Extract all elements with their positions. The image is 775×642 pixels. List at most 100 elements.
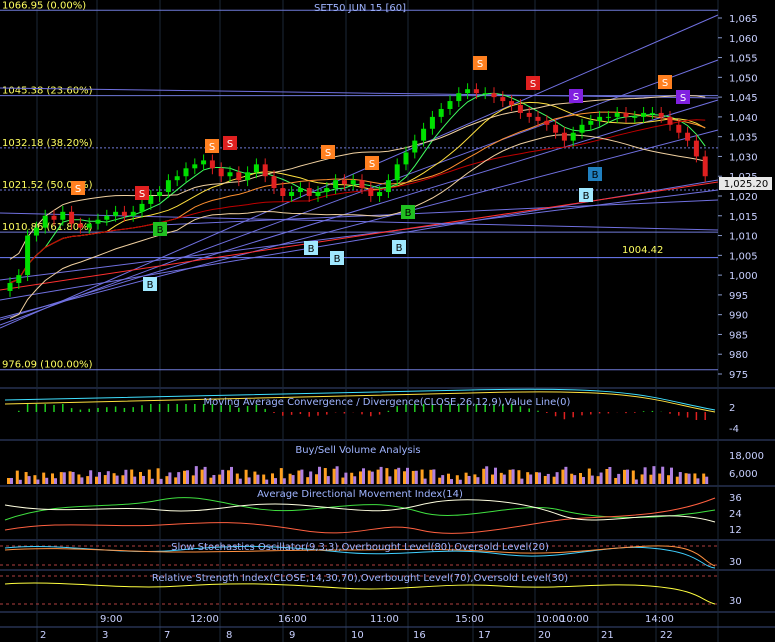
volume-sell-bar xyxy=(27,476,31,484)
date-label: 21 xyxy=(601,630,614,641)
volume-sell-bar xyxy=(212,475,216,484)
candle-body xyxy=(324,188,330,193)
volume-sell-bar xyxy=(696,478,700,484)
adx-tick-label: 12 xyxy=(729,525,742,536)
volume-buy-bar xyxy=(235,473,239,484)
sell-signal-label: S xyxy=(530,79,536,90)
volume-sell-bar xyxy=(599,472,603,484)
volume-sell-bar xyxy=(335,466,339,484)
volume-buy-bar xyxy=(517,470,521,484)
price-tick-label: 1,050 xyxy=(729,73,758,84)
resistance-line xyxy=(0,87,719,99)
candle-body xyxy=(377,192,383,196)
buy-signal-label: B xyxy=(583,191,590,202)
time-label: 11:00 xyxy=(370,614,399,625)
volume-sell-bar xyxy=(529,474,533,484)
volume-sell-bar xyxy=(362,468,365,484)
volume-sell-bar xyxy=(423,478,427,484)
volume-sell-bar xyxy=(326,476,330,484)
volume-buy-bar xyxy=(51,473,54,484)
bollinger-band xyxy=(9,134,706,320)
volume-buy-bar xyxy=(77,474,81,484)
candle-body xyxy=(465,89,471,94)
adx-tick-label: 36 xyxy=(729,493,742,504)
volume-sell-bar xyxy=(150,478,154,484)
volume-sell-bar xyxy=(476,477,480,484)
candle-body xyxy=(69,211,75,224)
last-price-badge xyxy=(719,177,772,190)
volume-tick-label: 18,000 xyxy=(729,451,764,462)
candle-body xyxy=(491,93,497,98)
volume-buy-bar xyxy=(667,475,670,484)
volume-sell-bar xyxy=(546,473,550,484)
candle-body xyxy=(447,101,453,109)
candle-body xyxy=(561,132,567,141)
volume-buy-bar xyxy=(341,477,345,484)
rsi-tick-label: 30 xyxy=(729,596,742,607)
price-tick-label: 1,060 xyxy=(729,34,758,45)
volume-buy-bar xyxy=(262,474,266,484)
candle-body xyxy=(227,172,233,177)
candle-body xyxy=(280,188,286,196)
date-label: 8 xyxy=(226,630,232,641)
volume-sell-bar xyxy=(414,470,418,484)
candle-body xyxy=(148,196,154,204)
volume-sell-bar xyxy=(467,475,471,484)
volume-buy-bar xyxy=(675,476,679,484)
volume-buy-bar xyxy=(447,473,450,484)
volume-buy-bar xyxy=(385,468,389,484)
candle-body xyxy=(632,116,638,118)
price-tick-label: 1,015 xyxy=(729,212,758,223)
volume-sell-bar xyxy=(485,466,489,484)
candle-body xyxy=(51,215,57,220)
adx-panel-title: Average Directional Movement Index(14) xyxy=(257,489,463,500)
volume-sell-bar xyxy=(458,479,462,484)
candle-body xyxy=(271,176,277,189)
volume-buy-bar xyxy=(139,471,142,484)
trend-line xyxy=(0,129,719,319)
volume-buy-bar xyxy=(658,473,662,484)
buy-signal xyxy=(153,222,167,236)
candle-body xyxy=(113,211,119,216)
sell-signal-label: S xyxy=(139,189,145,200)
volume-buy-bar xyxy=(552,476,556,484)
sell-signal-label: S xyxy=(369,159,375,170)
volume-sell-bar xyxy=(256,474,260,484)
candle-body xyxy=(236,172,242,181)
trend-lines xyxy=(0,14,719,329)
candle-body xyxy=(473,89,479,94)
moving-average-line xyxy=(9,101,706,284)
buy-signal xyxy=(330,251,344,265)
price-tick-label: 985 xyxy=(729,330,748,341)
volume-buy-bar xyxy=(693,473,697,484)
candle-body xyxy=(693,140,699,157)
sell-signal xyxy=(526,76,540,90)
volume-buy-bar xyxy=(95,476,98,484)
price-tick-label: 990 xyxy=(729,311,748,322)
candle-body xyxy=(359,180,365,189)
volume-sell-bar xyxy=(617,473,621,484)
sell-signal xyxy=(205,139,219,153)
time-label: 15:00 xyxy=(455,614,484,625)
candle-body xyxy=(253,164,259,173)
candle-body xyxy=(165,180,171,193)
minus-di-line xyxy=(4,497,716,534)
volume-sell-bar xyxy=(124,469,128,484)
volume-buy-bar xyxy=(306,477,310,484)
volume-sell-bar xyxy=(705,476,709,484)
candle-body xyxy=(262,164,268,177)
price-tick-label: 995 xyxy=(729,291,748,302)
volume-tick-label: 6,000 xyxy=(729,469,758,480)
volume-sell-bar xyxy=(582,476,585,484)
candle-body xyxy=(297,188,303,193)
volume-sell-bar xyxy=(265,479,269,484)
trend-line xyxy=(0,99,719,321)
volume-buy-bar xyxy=(702,473,706,484)
buy-signal-label: B xyxy=(157,225,164,236)
volume-buy-bar xyxy=(59,472,63,484)
volume-sell-bar xyxy=(282,478,286,484)
volume-buy-bar xyxy=(227,470,230,484)
candle-body xyxy=(218,168,224,177)
volume-buy-bar xyxy=(438,477,442,484)
